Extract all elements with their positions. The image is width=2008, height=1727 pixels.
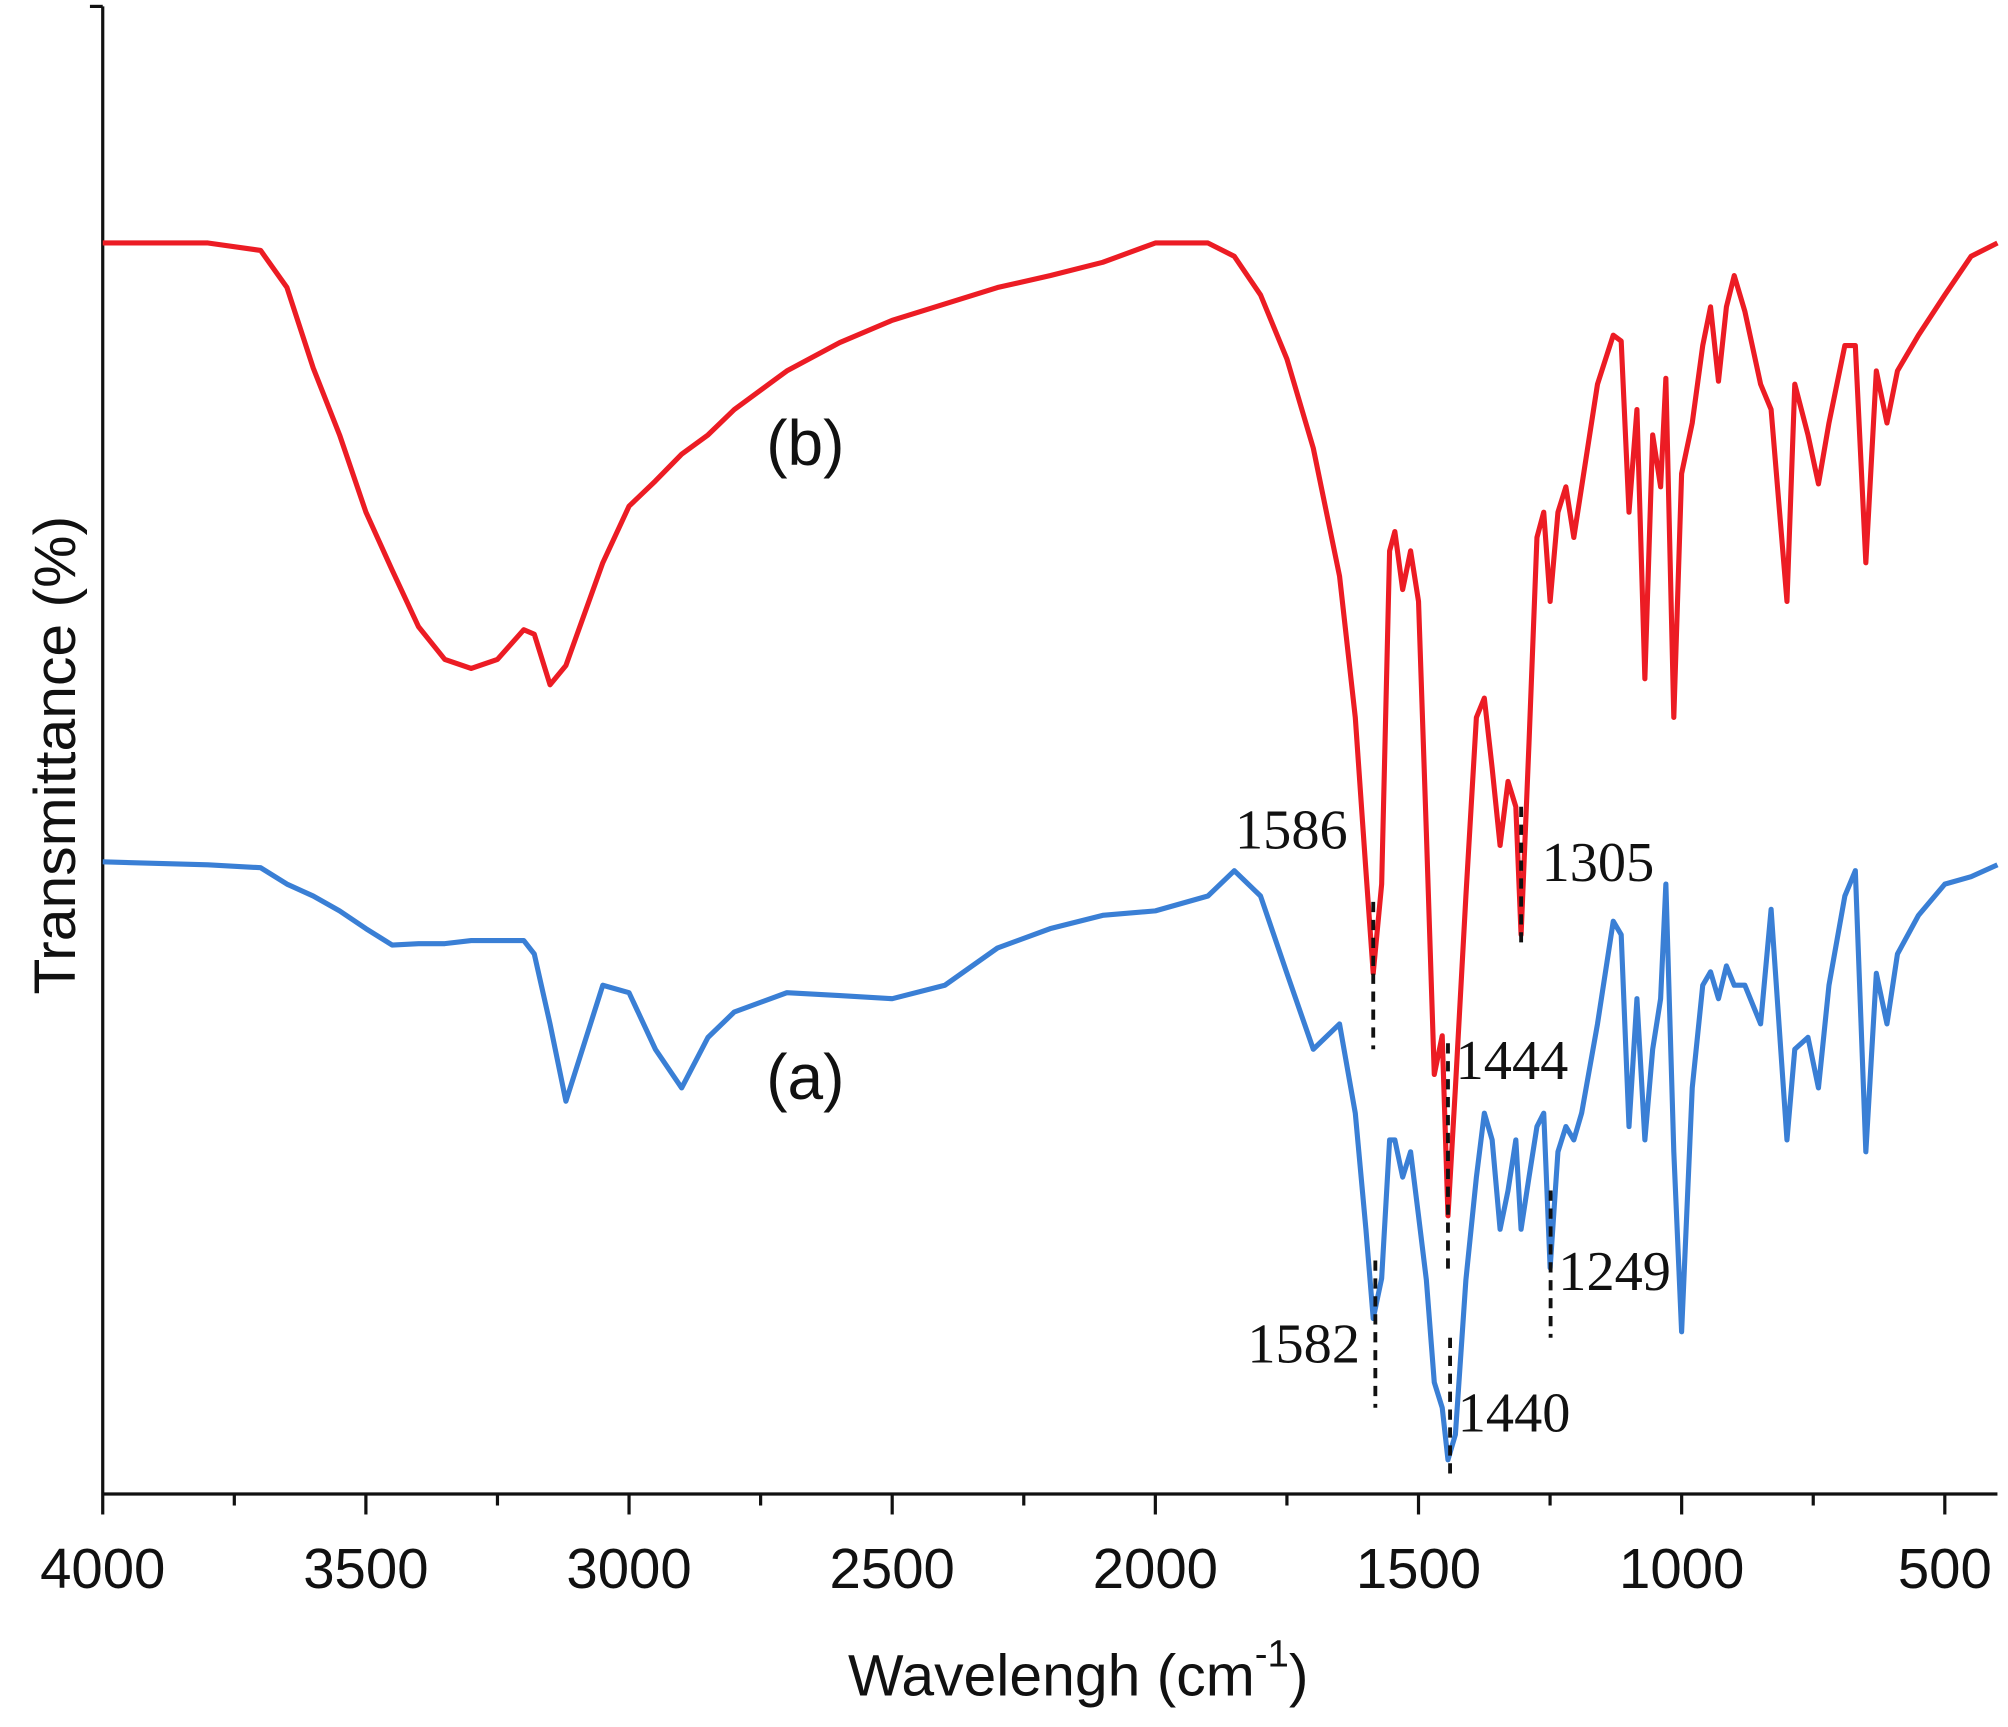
peak-label: 1444 — [1456, 1030, 1569, 1092]
x-tick-label: 500 — [1898, 1537, 1992, 1600]
x-axis-title-text: Wavelengh (cm — [848, 1643, 1255, 1708]
x-tick-label: 2500 — [830, 1537, 955, 1600]
x-tick-label: 3500 — [303, 1537, 428, 1600]
y-axis-title: Transmittance (%) — [23, 516, 88, 995]
x-axis-title: Wavelengh (cm-1) — [848, 1633, 1309, 1708]
curve-label: (b) — [766, 407, 844, 479]
peak-label: 1305 — [1542, 832, 1655, 894]
peak-label: 1440 — [1458, 1383, 1571, 1445]
x-axis-title-superscript: -1 — [1255, 1633, 1289, 1676]
spectrum-line — [102, 240, 1999, 1219]
peak-label: 1249 — [1558, 1241, 1671, 1303]
curve-label: (a) — [766, 1041, 844, 1113]
x-tick-label: 1000 — [1619, 1537, 1744, 1600]
x-tick-label: 4000 — [40, 1537, 165, 1600]
peak-label: 1582 — [1247, 1313, 1360, 1375]
spectrum-line — [102, 859, 1999, 1463]
x-tick-label: 1500 — [1356, 1537, 1481, 1600]
x-tick-label: 2000 — [1093, 1537, 1218, 1600]
peak-label: 1586 — [1235, 799, 1348, 861]
x-tick-label: 3000 — [566, 1537, 691, 1600]
x-axis-title-suffix: ) — [1289, 1643, 1309, 1708]
